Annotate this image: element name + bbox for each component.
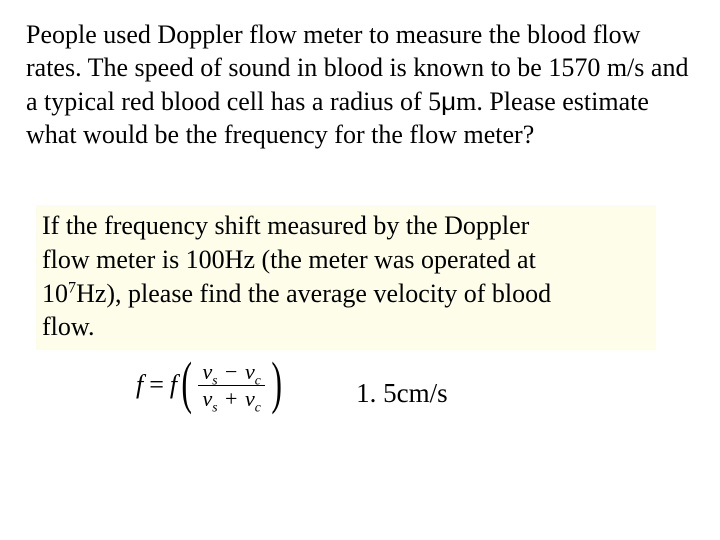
num-minus: − (223, 359, 239, 384)
den-sub-s: s (212, 399, 217, 414)
problem-statement: People used Doppler flow meter to measur… (26, 18, 694, 151)
numerator: vs − vc (198, 360, 264, 385)
equals-sign: = (143, 370, 170, 400)
subproblem-line3: flow. (42, 312, 94, 341)
num-v2: v (245, 359, 255, 384)
subproblem-statement: If the frequency shift measured by the D… (36, 205, 656, 350)
den-sub-c: c (255, 399, 261, 414)
subproblem-line2a: flow meter is 100Hz (the meter was opera… (42, 245, 536, 274)
den-v2: v (245, 386, 255, 411)
denominator: vs + vc (198, 385, 264, 411)
den-v1: v (202, 386, 212, 411)
fraction: vs − vc vs + vc (196, 360, 266, 411)
num-v1: v (202, 359, 212, 384)
formula-lhs: f (136, 370, 143, 400)
doppler-formula: f = f ( vs − vc vs + vc ) (136, 356, 286, 414)
subproblem-line2b: 10 (42, 279, 68, 308)
exponent-7: 7 (68, 279, 76, 296)
formula-answer-row: f = f ( vs − vc vs + vc ) 1. 5cm/s (26, 356, 694, 414)
subproblem-container: If the frequency shift measured by the D… (26, 205, 694, 350)
formula-fprime: f (170, 370, 177, 400)
right-paren: ) (271, 354, 282, 412)
subproblem-line1: If the frequency shift measured by the D… (42, 211, 529, 240)
slide-page: People used Doppler flow meter to measur… (0, 0, 720, 414)
answer-value: 1. 5cm/s (356, 378, 448, 409)
subproblem-line2c: Hz), please find the average velocity of… (76, 279, 551, 308)
den-plus: + (223, 386, 239, 411)
left-paren: ( (181, 354, 192, 412)
